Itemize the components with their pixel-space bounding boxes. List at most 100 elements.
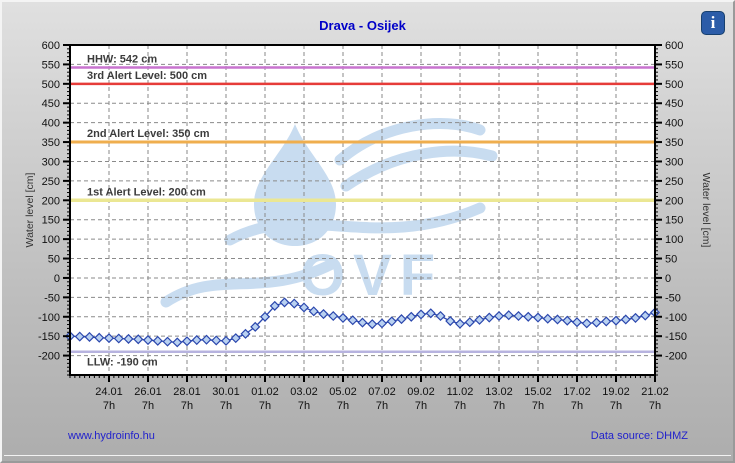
x-tick-label: 21.02 [641,386,669,398]
data-point-marker [74,331,85,342]
y-tick-label-left: 600 [42,40,60,52]
x-tick-label: 30.01 [212,386,240,398]
x-tick-sublabel: 7h [532,400,544,412]
data-point-marker [474,314,485,325]
y-tick-label-left: 0 [54,273,60,285]
water-level-chart: OVF HHW: 542 cm 3rd Alert Level: 500 cm 2nd… [24,40,712,412]
data-point-marker [376,318,388,329]
data-point-marker [289,298,300,309]
y-tick-label-left: 50 [48,254,60,266]
data-point-marker [640,310,651,321]
y-tick-label-left: -50 [44,292,60,304]
data-point-marker [337,312,349,323]
y-tick-label-left: 400 [42,118,60,130]
x-tick-sublabel: 7h [220,400,232,412]
x-tick-label: 05.02 [329,386,357,398]
data-point-marker [123,333,134,344]
x-tick-label: 24.01 [95,386,123,398]
ovf-watermark-icon: OVF [160,118,498,308]
data-point-marker [435,310,446,322]
x-tick-label: 13.02 [485,386,513,398]
x-tick-label: 17.02 [563,386,591,398]
x-tick-label: 09.02 [407,386,435,398]
data-point-marker [386,316,397,327]
x-tick-sublabel: 7h [649,400,661,412]
y-axis-title-left: Water level [cm] [24,172,36,247]
info-icon[interactable]: i [701,11,725,35]
reference-line-label: 1st Alert Level: 200 cm [87,186,206,198]
y-tick-label-right: 250 [665,176,683,188]
y-tick-label-right: 0 [665,273,671,285]
data-point-marker [172,337,183,348]
y-tick-label-left: 500 [42,79,60,91]
y-tick-label-left: 300 [42,156,60,168]
data-point-marker [298,302,310,313]
reference-line-200: 1st Alert Level: 200 cm [70,186,655,203]
y-tick-label-right: 500 [665,79,683,91]
data-point-marker [220,335,232,346]
page-title: Drava - Osijek [319,18,406,33]
y-tick-label-right: 50 [665,254,677,266]
x-tick-label: 03.02 [290,386,318,398]
data-point-marker [250,321,261,332]
x-tick-sublabel: 7h [259,400,271,412]
y-tick-label-right: 100 [665,234,683,246]
x-tick-label: 15.02 [524,386,552,398]
y-tick-label-left: 350 [42,137,60,149]
y-tick-label-right: 350 [665,137,683,149]
data-point-marker [113,333,124,344]
data-point-marker [181,336,193,347]
data-point-marker [318,308,329,320]
x-tick-sublabel: 7h [142,400,154,412]
data-point-marker [630,312,641,323]
x-tick-sublabel: 7h [181,400,193,412]
y-tick-label-right: 200 [665,195,683,207]
data-point-marker [328,310,339,322]
y-tick-label-right: -50 [665,292,681,304]
data-point-marker [259,311,271,322]
data-point-marker [201,334,212,345]
data-source-link[interactable]: Data source: DHMZ [590,430,688,442]
y-axis-ticks [63,44,662,376]
x-tick-sublabel: 7h [571,400,583,412]
y-tick-label-left: 450 [42,98,60,110]
reference-line-542: HHW: 542 cm [70,54,655,69]
data-point-marker [445,315,456,327]
reference-line-label: LLW: -190 cm [87,357,158,369]
data-point-marker [279,297,290,308]
data-point-marker [84,331,95,343]
hydroinfo-link[interactable]: www.hydroinfo.hu [68,430,155,442]
reference-line-label: 3rd Alert Level: 500 cm [87,70,207,82]
x-axis-labels: 24.01 7h 26.01 7h 28.01 7h 30.01 7h 01.02 7h 03.02… [95,386,669,412]
data-point-marker [415,309,427,320]
data-point-marker [581,318,592,329]
y-tick-label-left: 200 [42,195,60,207]
data-point-marker [513,310,524,322]
y-tick-label-right: 450 [665,98,683,110]
reference-line-500: 3rd Alert Level: 500 cm [70,70,655,86]
data-point-marker [396,314,407,325]
reference-line-label: HHW: 542 cm [87,54,157,66]
y-tick-label-right: -200 [665,351,687,363]
data-point-marker [133,334,144,345]
x-axis-ticks [69,375,656,382]
data-point-marker [103,333,115,344]
data-point-marker [552,314,563,325]
data-point-marker [230,333,241,344]
data-point-marker [367,319,378,330]
data-point-marker [211,335,222,346]
data-point-marker [308,306,319,317]
data-point-marker [191,335,202,346]
series-water-level [64,297,661,348]
data-point-marker [484,312,495,323]
y-axis-title-right: Water level [cm] [700,173,712,248]
x-tick-label: 19.02 [602,386,630,398]
x-tick-label: 07.02 [368,386,396,398]
data-point-marker [406,311,417,322]
data-point-marker [620,314,631,325]
data-point-marker [591,317,602,328]
y-tick-label-right: 150 [665,215,683,227]
data-point-marker [503,310,514,321]
y-tick-label-left: 100 [42,234,60,246]
